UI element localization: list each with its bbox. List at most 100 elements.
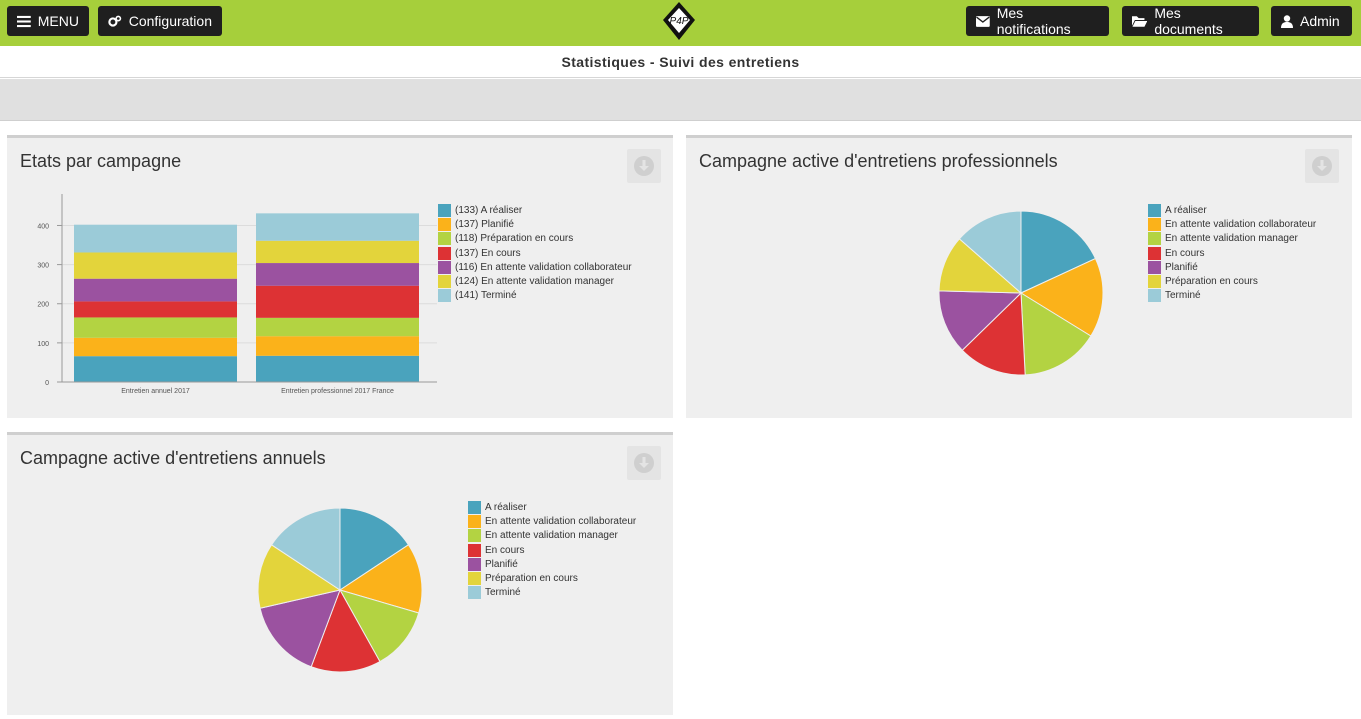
legend-item[interactable]: Préparation en cours <box>1148 274 1316 289</box>
legend-item[interactable]: A réaliser <box>468 500 636 514</box>
legend-label: Planifié <box>485 558 518 570</box>
bar-segment[interactable] <box>74 278 237 302</box>
panel-pro-campaign: Campagne active d'entretiens professionn… <box>686 135 1352 418</box>
legend-swatch <box>438 232 451 246</box>
legend-item[interactable]: Terminé <box>468 586 636 600</box>
legend-label: Préparation en cours <box>485 573 578 585</box>
legend-swatch <box>1148 217 1161 231</box>
legend-label: En attente validation collaborateur <box>1165 218 1317 230</box>
legend-label: A réaliser <box>1165 204 1207 216</box>
gears-icon <box>108 15 122 27</box>
bar-segment[interactable] <box>74 224 237 253</box>
legend-item[interactable]: En attente validation manager <box>1148 232 1316 246</box>
legend-label: Terminé <box>485 587 521 599</box>
bar-segment[interactable] <box>256 213 419 241</box>
legend-label: Planifié <box>1165 261 1198 273</box>
legend-item[interactable]: En attente validation manager <box>468 529 636 543</box>
download-button[interactable] <box>1305 149 1339 183</box>
legend-item[interactable]: Planifié <box>468 557 636 571</box>
panel-title: Campagne active d'entretiens annuels <box>20 448 326 468</box>
pie-slice[interactable] <box>338 589 420 663</box>
bar-segment[interactable] <box>256 336 419 356</box>
envelope-icon <box>976 15 990 27</box>
legend-swatch <box>438 289 451 303</box>
legend-item[interactable]: En cours <box>1148 246 1316 260</box>
pie-slice[interactable] <box>958 210 1022 295</box>
pie-slice[interactable] <box>259 589 341 668</box>
download-icon <box>634 453 654 473</box>
chart-legend: A réaliser En attente validation collabor… <box>1148 203 1316 303</box>
legend-item[interactable]: (141) Terminé <box>438 289 632 303</box>
y-tick-label: 300 <box>37 263 49 270</box>
download-button[interactable] <box>627 149 661 183</box>
legend-swatch <box>1148 260 1161 274</box>
menu-label: MENU <box>37 13 79 29</box>
legend-item[interactable]: En cours <box>468 543 636 557</box>
admin-label: Admin <box>1300 13 1340 29</box>
top-navbar: MENU Configuration P4P Mes notifications… <box>0 0 1361 46</box>
bar-segment[interactable] <box>256 355 419 382</box>
legend-item[interactable]: (137) En cours <box>438 246 632 260</box>
pie-slice[interactable] <box>339 507 410 591</box>
bar-segment[interactable] <box>256 317 419 337</box>
y-tick-label: 200 <box>37 302 49 309</box>
y-tick-label: 100 <box>37 341 49 348</box>
legend-swatch <box>438 246 451 260</box>
legend-item[interactable]: En attente validation collaborateur <box>468 514 636 528</box>
bar-segment[interactable] <box>74 356 237 382</box>
legend-swatch <box>1148 203 1161 217</box>
legend-swatch <box>438 203 451 217</box>
legend-swatch <box>1148 289 1161 303</box>
bar-segment[interactable] <box>74 337 237 357</box>
bar-segment[interactable] <box>74 252 237 279</box>
legend-label: (118) Préparation en cours <box>455 233 574 245</box>
pie-slice[interactable] <box>961 291 1026 376</box>
pie-slice[interactable] <box>257 544 342 609</box>
bar-segment[interactable] <box>74 301 237 318</box>
legend-item[interactable]: Terminé <box>1148 289 1316 303</box>
app-logo[interactable]: P4P <box>660 0 698 44</box>
pie-slice[interactable] <box>270 507 341 591</box>
legend-item[interactable]: (133) A réaliser <box>438 203 632 217</box>
pie-slice[interactable] <box>1020 292 1092 376</box>
legend-swatch <box>468 529 481 543</box>
chart-legend: (133) A réaliser (137) Planifié (118) Prép… <box>438 203 632 303</box>
legend-label: (124) En attente validation manager <box>455 276 614 288</box>
legend-swatch <box>1148 246 1161 260</box>
legend-swatch <box>468 514 481 528</box>
pie-slice[interactable] <box>938 290 1023 351</box>
panel-states-by-campaign: Etats par campagne 0 100 200 300 400 Entretie… <box>7 135 673 418</box>
panel-annual-campaign: Campagne active d'entretiens annuels A r… <box>7 432 673 715</box>
legend-swatch <box>468 500 481 514</box>
download-icon <box>634 156 654 176</box>
pie-slice[interactable] <box>1019 257 1104 337</box>
bar-segment[interactable] <box>256 263 419 286</box>
filter-toolbar <box>0 79 1361 121</box>
stacked-bar-chart: 0 100 200 300 400 Entretien annuel 2017 Entret… <box>37 194 437 395</box>
legend-item[interactable]: A réaliser <box>1148 203 1316 217</box>
bar-segment[interactable] <box>256 240 419 264</box>
download-button[interactable] <box>627 446 661 480</box>
documents-label: Mes documents <box>1154 5 1223 37</box>
panel-title: Campagne active d'entretiens professionn… <box>699 151 1058 171</box>
menu-button[interactable]: MENU <box>7 6 89 36</box>
notifications-button[interactable]: Mes notifications <box>966 5 1109 37</box>
pie-slice[interactable] <box>310 588 381 673</box>
configuration-button[interactable]: Configuration <box>98 6 222 36</box>
admin-user-button[interactable]: Admin <box>1271 6 1352 36</box>
legend-item[interactable]: (124) En attente validation manager <box>438 274 632 289</box>
pie-slice[interactable] <box>1020 210 1097 294</box>
legend-label: A réaliser <box>485 501 527 513</box>
legend-item[interactable]: (118) Préparation en cours <box>438 232 632 246</box>
bar-segment[interactable] <box>74 317 237 338</box>
documents-button[interactable]: Mes documents <box>1122 5 1259 37</box>
legend-swatch <box>438 275 451 289</box>
legend-item[interactable]: Préparation en cours <box>468 571 636 586</box>
legend-item[interactable]: En attente validation collaborateur <box>1148 217 1316 231</box>
legend-swatch <box>1148 232 1161 246</box>
notifications-label: Mes notifications <box>996 5 1071 37</box>
bar-segment[interactable] <box>256 285 419 318</box>
legend-item[interactable]: (116) En attente validation collaborateu… <box>438 260 632 274</box>
legend-item[interactable]: Planifié <box>1148 260 1316 274</box>
legend-item[interactable]: (137) Planifié <box>438 217 632 231</box>
